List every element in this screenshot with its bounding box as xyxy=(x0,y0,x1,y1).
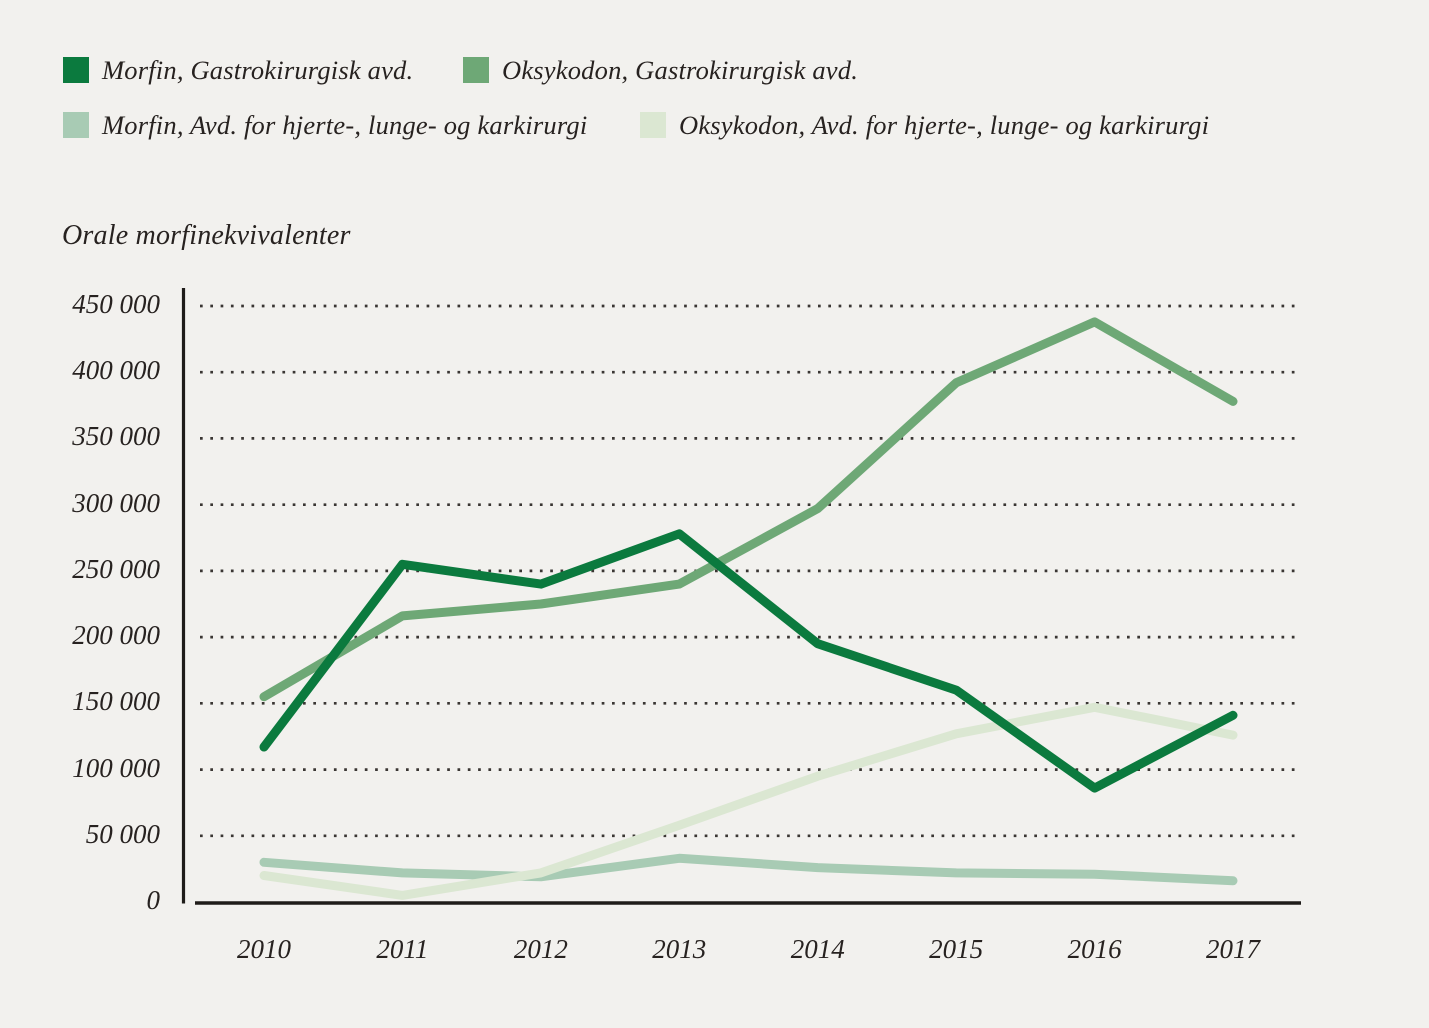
y-tick-label-300000: 300 000 xyxy=(72,487,160,518)
x-tick-label-2015: 2015 xyxy=(929,934,984,964)
legend-label-morfin-hjerte: Morfin, Avd. for hjerte-, lunge- og kark… xyxy=(102,109,588,140)
y-tick-label-150000: 150 000 xyxy=(72,686,160,717)
x-tick-label-2016: 2016 xyxy=(1067,934,1122,964)
y-tick-label-0: 0 xyxy=(146,885,161,915)
legend-swatch-oksykodon-hjerte xyxy=(640,112,666,138)
y-tick-label-50000: 50 000 xyxy=(85,818,160,849)
series-line-3 xyxy=(259,702,1238,900)
y-tick-label-200000: 200 000 xyxy=(72,620,160,651)
x-tick-label-2013: 2013 xyxy=(652,934,707,964)
legend-item-morfin-gastro: Morfin, Gastrokirurgisk avd. xyxy=(63,55,413,85)
legend-label-oksykodon-gastro: Oksykodon, Gastrokirurgisk avd. xyxy=(502,54,859,85)
legend-label-morfin-gastro: Morfin, Gastrokirurgisk avd. xyxy=(102,54,414,85)
series-line-0 xyxy=(259,529,1238,793)
y-tick-label-250000: 250 000 xyxy=(72,553,160,584)
legend-swatch-morfin-gastro xyxy=(63,57,89,83)
x-tick-label-2014: 2014 xyxy=(790,934,845,964)
y-tick-label-450000: 450 000 xyxy=(72,289,160,319)
y-tick-label-400000: 400 000 xyxy=(72,355,160,386)
legend-swatch-oksykodon-gastro xyxy=(463,57,489,83)
legend-item-oksykodon-hjerte: Oksykodon, Avd. for hjerte-, lunge- og k… xyxy=(640,110,1209,140)
x-tick-label-2011: 2011 xyxy=(376,934,429,964)
series-line-1 xyxy=(259,317,1238,702)
x-tick-label-2010: 2010 xyxy=(237,934,291,964)
legend-label-oksykodon-hjerte: Oksykodon, Avd. for hjerte-, lunge- og k… xyxy=(679,109,1210,140)
chart-title: Orale morfinekvivalenter xyxy=(62,220,351,251)
legend-swatch-morfin-hjerte xyxy=(63,112,89,138)
x-tick-label-2017: 2017 xyxy=(1206,934,1260,964)
series-line-2 xyxy=(259,853,1238,886)
legend-item-oksykodon-gastro: Oksykodon, Gastrokirurgisk avd. xyxy=(463,55,858,85)
legend-item-morfin-hjerte: Morfin, Avd. for hjerte-, lunge- og kark… xyxy=(63,110,587,140)
y-tick-label-100000: 100 000 xyxy=(72,752,160,783)
y-tick-label-350000: 350 000 xyxy=(72,421,160,452)
x-tick-label-2012: 2012 xyxy=(513,934,568,964)
